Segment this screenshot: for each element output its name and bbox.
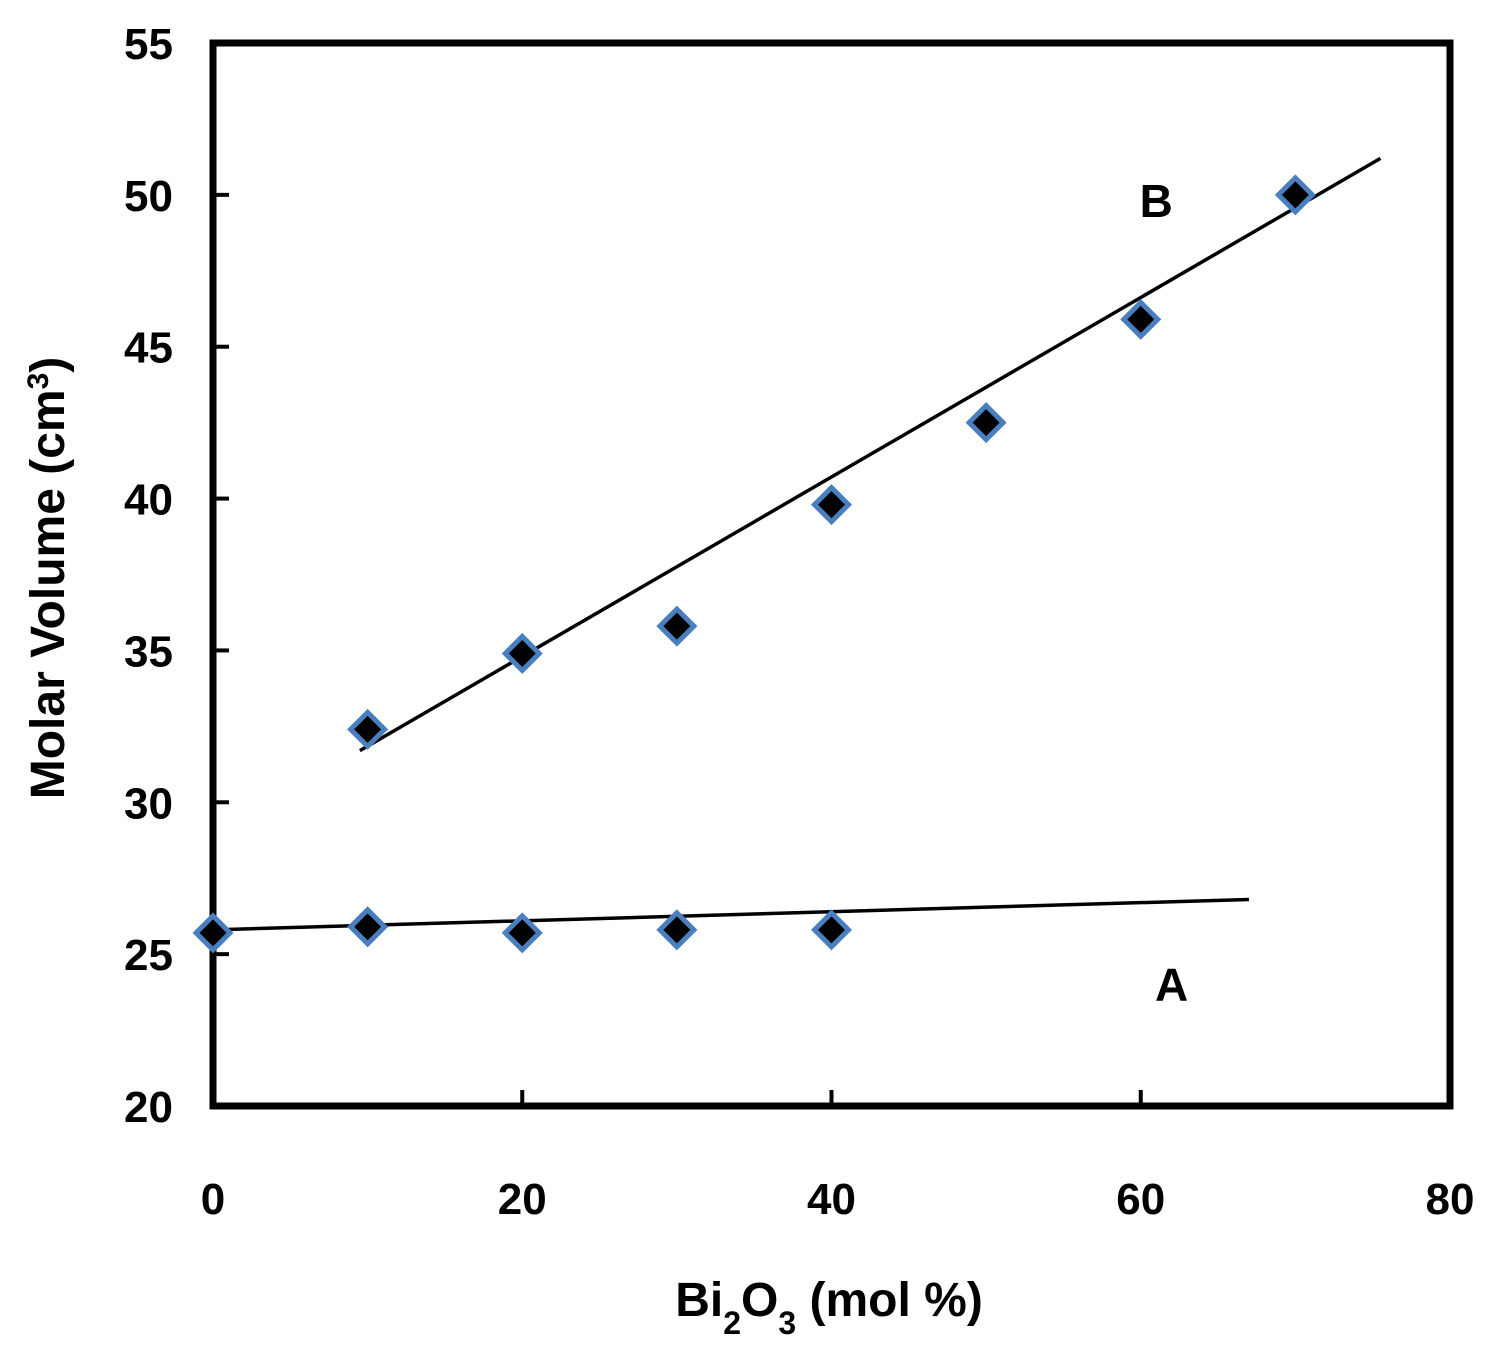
data-point-b	[1120, 298, 1162, 340]
x-axis-title-mid: O	[741, 1274, 778, 1327]
data-point-b	[347, 708, 389, 750]
y-tick-label: 35	[124, 627, 173, 676]
y-axis-title-main: Molar Volume (cm	[22, 389, 75, 799]
series-label-a: A	[1155, 959, 1188, 1011]
x-axis-title-sub2: 3	[778, 1305, 796, 1341]
x-tick-label: 40	[807, 1175, 856, 1224]
x-axis-title-sub1: 2	[723, 1305, 741, 1341]
x-tick-label: 0	[201, 1175, 225, 1224]
y-tick-label: 20	[124, 1083, 173, 1132]
data-point-a	[810, 909, 853, 951]
data-point-a	[501, 912, 543, 954]
y-tick-label: 30	[124, 779, 173, 828]
data-point-b	[1274, 174, 1316, 216]
y-axis-title-tail: )	[22, 357, 75, 373]
y-tick-label: 55	[124, 20, 173, 69]
data-point-a	[347, 906, 389, 948]
y-axis-title: Molar Volume (cm3)	[22, 357, 76, 800]
y-tick-label: 50	[124, 172, 173, 221]
data-point-b	[656, 605, 698, 647]
y-tick-label: 25	[124, 931, 173, 980]
x-axis-title: Bi2O3 (mol %)	[675, 1274, 983, 1341]
y-tick-label: 45	[124, 324, 173, 373]
data-point-b	[965, 402, 1007, 444]
data-point-b	[501, 632, 543, 675]
x-tick-label: 80	[1426, 1175, 1475, 1224]
y-axis-title-sup: 3	[22, 373, 55, 390]
data-point-a	[656, 909, 698, 951]
data-point-b	[810, 484, 853, 526]
y-tick-label: 40	[124, 476, 173, 525]
data-point-a	[192, 912, 234, 954]
x-tick-label: 60	[1116, 1175, 1165, 1224]
x-axis-title-main: Bi	[675, 1274, 723, 1327]
series-label-b: B	[1140, 175, 1173, 227]
x-tick-label: 20	[498, 1175, 547, 1224]
x-axis-title-tail: (mol %)	[796, 1274, 983, 1327]
